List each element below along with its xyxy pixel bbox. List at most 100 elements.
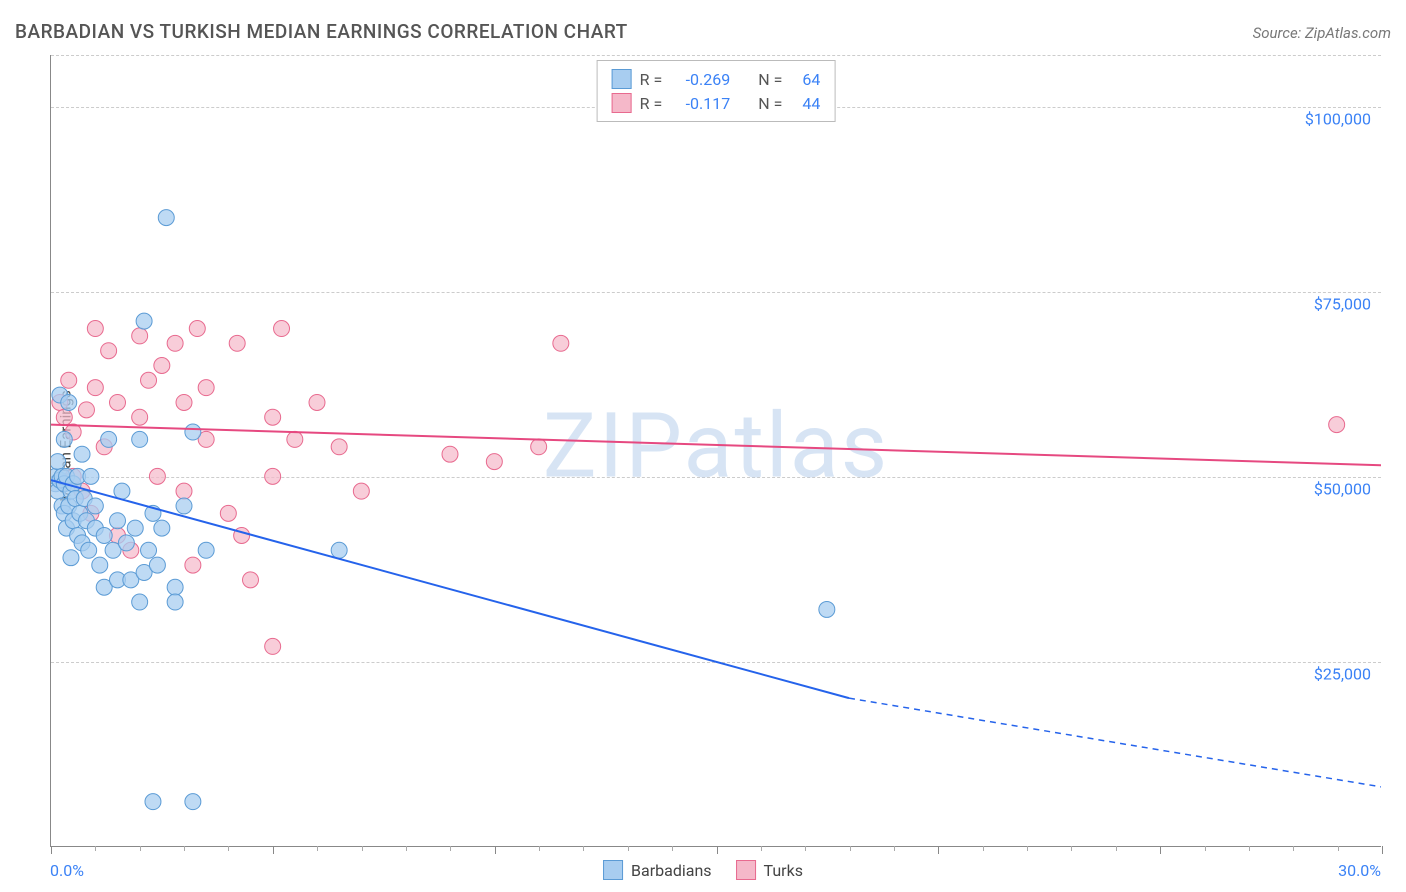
x-minor-tick	[628, 846, 629, 851]
source-label: Source: ZipAtlas.com	[1253, 24, 1391, 42]
x-minor-tick	[362, 846, 363, 851]
data-point	[87, 380, 103, 396]
data-point	[176, 394, 192, 410]
data-point	[287, 431, 303, 447]
series-legend-item: Barbadians	[603, 860, 712, 880]
data-point	[63, 550, 79, 566]
data-point	[198, 380, 214, 396]
x-tick	[938, 846, 939, 854]
data-point	[176, 498, 192, 514]
data-point	[154, 520, 170, 536]
chart-title: BARBADIAN VS TURKISH MEDIAN EARNINGS COR…	[15, 20, 628, 43]
trend-line-barbadians-extrapolated	[849, 698, 1381, 787]
trend-line-turks	[51, 425, 1381, 466]
x-minor-tick	[1249, 846, 1250, 851]
n-value: 64	[790, 70, 820, 89]
legend-swatch	[736, 860, 756, 880]
data-point	[331, 439, 347, 455]
data-point	[531, 439, 547, 455]
data-point	[486, 454, 502, 470]
data-point	[132, 328, 148, 344]
chart-area: ZIPatlas R =-0.269N =64R =-0.117N =44 $2…	[50, 55, 1381, 847]
n-label: N =	[758, 70, 782, 89]
data-point	[189, 321, 205, 337]
x-minor-tick	[95, 846, 96, 851]
n-label: N =	[758, 94, 782, 113]
data-point	[149, 557, 165, 573]
data-point	[127, 520, 143, 536]
x-axis-max-label: 30.0%	[1338, 861, 1381, 880]
data-point	[110, 513, 126, 529]
n-value: 44	[790, 94, 820, 113]
x-minor-tick	[894, 846, 895, 851]
stats-legend-row: R = -0.117 N = 44	[612, 91, 821, 115]
data-point	[87, 498, 103, 514]
data-point	[110, 394, 126, 410]
data-point	[145, 794, 161, 810]
data-point	[61, 394, 77, 410]
data-point	[56, 409, 72, 425]
data-point	[353, 483, 369, 499]
data-point	[61, 372, 77, 388]
data-point	[167, 594, 183, 610]
data-point	[96, 528, 112, 544]
x-tick	[495, 846, 496, 854]
x-minor-tick	[140, 846, 141, 851]
x-tick	[51, 846, 52, 854]
data-point	[78, 402, 94, 418]
x-minor-tick	[805, 846, 806, 851]
series-legend-label: Barbadians	[631, 861, 712, 880]
x-minor-tick	[850, 846, 851, 851]
data-point	[265, 638, 281, 654]
x-minor-tick	[672, 846, 673, 851]
legend-swatch	[612, 93, 632, 113]
r-label: R =	[640, 70, 663, 89]
stats-legend-row: R =-0.269N =64	[612, 67, 821, 91]
data-point	[198, 542, 214, 558]
data-point	[265, 409, 281, 425]
x-minor-tick	[406, 846, 407, 851]
data-point	[118, 535, 134, 551]
x-minor-tick	[983, 846, 984, 851]
data-point	[81, 542, 97, 558]
data-point	[819, 601, 835, 617]
data-point	[141, 542, 157, 558]
x-tick	[1160, 846, 1161, 854]
data-point	[274, 321, 290, 337]
data-point	[331, 542, 347, 558]
data-point	[132, 409, 148, 425]
r-label: R =	[640, 94, 663, 113]
x-minor-tick	[317, 846, 318, 851]
data-point	[83, 468, 99, 484]
data-point	[101, 343, 117, 359]
data-point	[185, 424, 201, 440]
x-minor-tick	[450, 846, 451, 851]
data-point	[229, 335, 245, 351]
scatter-plot	[51, 55, 1381, 846]
x-axis-min-label: 0.0%	[50, 861, 84, 880]
data-point	[136, 313, 152, 329]
x-minor-tick	[583, 846, 584, 851]
data-point	[141, 372, 157, 388]
x-minor-tick	[228, 846, 229, 851]
data-point	[553, 335, 569, 351]
data-point	[220, 505, 236, 521]
data-point	[176, 483, 192, 499]
data-point	[243, 572, 259, 588]
data-point	[92, 557, 108, 573]
legend-swatch	[603, 860, 623, 880]
x-minor-tick	[539, 846, 540, 851]
r-value: -0.117	[670, 94, 730, 113]
series-legend-item: Turks	[736, 860, 803, 880]
data-point	[149, 468, 165, 484]
data-point	[74, 446, 90, 462]
x-tick	[1382, 846, 1383, 854]
data-point	[101, 431, 117, 447]
x-tick	[717, 846, 718, 854]
header: BARBADIAN VS TURKISH MEDIAN EARNINGS COR…	[15, 20, 1391, 43]
x-minor-tick	[1027, 846, 1028, 851]
x-minor-tick	[761, 846, 762, 851]
stats-legend: R =-0.269N =64R =-0.117N =44	[597, 60, 836, 122]
data-point	[185, 794, 201, 810]
x-tick	[273, 846, 274, 854]
